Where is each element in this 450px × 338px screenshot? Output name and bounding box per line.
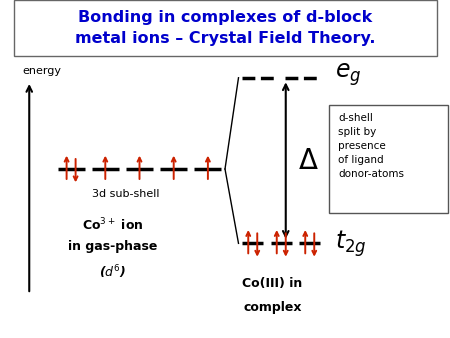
Text: $\mathit{t}_{\mathit{2g}}$: $\mathit{t}_{\mathit{2g}}$ (335, 228, 367, 259)
Text: Co$^{3+}$ ion: Co$^{3+}$ ion (82, 216, 143, 233)
Text: d-shell
split by
presence
of ligand
donor-atoms: d-shell split by presence of ligand dono… (338, 113, 405, 179)
Text: 3d sub-shell: 3d sub-shell (92, 189, 160, 199)
Text: Co(III) in: Co(III) in (242, 277, 302, 290)
Text: Bonding in complexes of d-block: Bonding in complexes of d-block (78, 9, 372, 25)
Text: Δ: Δ (298, 147, 317, 174)
Text: complex: complex (243, 301, 302, 314)
Text: ($d^6$): ($d^6$) (99, 264, 126, 281)
Text: metal ions – Crystal Field Theory.: metal ions – Crystal Field Theory. (75, 31, 375, 46)
Text: energy: energy (22, 66, 62, 76)
FancyBboxPatch shape (14, 0, 436, 56)
Text: $\mathit{e}_{\mathit{g}}$: $\mathit{e}_{\mathit{g}}$ (335, 61, 362, 88)
FancyBboxPatch shape (328, 105, 448, 213)
Text: in gas-phase: in gas-phase (68, 240, 157, 253)
